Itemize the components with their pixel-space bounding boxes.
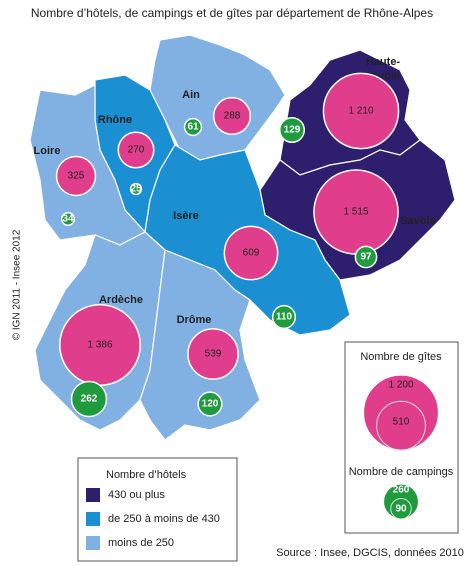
gites-bubble bbox=[223, 225, 279, 281]
gites-label: 325 bbox=[68, 171, 85, 182]
gites-label: 539 bbox=[205, 349, 222, 360]
campings-bubble bbox=[183, 117, 203, 137]
gites-label: 1 386 bbox=[87, 340, 112, 351]
gites-label: 288 bbox=[224, 111, 241, 122]
department-name: Haute- bbox=[366, 56, 401, 68]
copyright: © IGN 2011 - Insee 2012 bbox=[12, 229, 23, 340]
bubbles: Ain28861Rhône27025Loire32534Haute-savoie… bbox=[34, 56, 436, 418]
legend-swatch bbox=[86, 488, 100, 502]
legend-label: moins de 250 bbox=[108, 537, 174, 549]
gites-bubble bbox=[322, 72, 400, 150]
campings-legend-label: 260 bbox=[393, 485, 410, 496]
gites-bubble bbox=[187, 328, 239, 380]
campings-label: 97 bbox=[360, 252, 372, 263]
hotel-legend-title: Nombre d’hôtels bbox=[106, 469, 187, 481]
legend-swatch bbox=[86, 536, 100, 550]
campings-label: 34 bbox=[62, 214, 74, 225]
gites-label: 1 515 bbox=[343, 207, 368, 218]
gites-bubble bbox=[55, 155, 97, 197]
campings-bubble bbox=[271, 304, 297, 330]
gites-label: 1 210 bbox=[348, 106, 373, 117]
gites-bubble bbox=[212, 96, 252, 136]
gites-legend-label: 1 200 bbox=[388, 380, 413, 391]
campings-label: 61 bbox=[187, 122, 199, 133]
campings-legend-label: 90 bbox=[395, 504, 407, 515]
campings-bubble bbox=[354, 245, 378, 269]
gites-legend-title: Nombre de gîtes bbox=[360, 351, 442, 363]
gites-legend-circle bbox=[376, 400, 426, 451]
campings-bubble bbox=[197, 391, 223, 417]
hotel-legend-box bbox=[77, 457, 238, 562]
campings-bubble bbox=[278, 116, 306, 144]
map-title: Nombre d’hôtels, de campings et de gîtes… bbox=[31, 6, 433, 20]
campings-legend-title: Nombre de campings bbox=[349, 466, 454, 478]
campings-bubble bbox=[60, 211, 76, 227]
campings-bubble bbox=[70, 380, 108, 418]
campings-label: 129 bbox=[284, 125, 301, 136]
department-name: Ain bbox=[182, 89, 200, 101]
campings-label: 262 bbox=[81, 394, 98, 405]
campings-bubble bbox=[129, 182, 143, 196]
gites-label: 270 bbox=[128, 145, 145, 156]
gites-bubble bbox=[117, 131, 155, 169]
campings-label: 25 bbox=[130, 184, 142, 195]
legend-label: de 250 à moins de 430 bbox=[108, 513, 220, 525]
department-name: Rhône bbox=[98, 114, 132, 126]
gites-legend-label: 510 bbox=[393, 417, 410, 428]
department-name: Drôme bbox=[177, 314, 212, 326]
legend-swatch bbox=[86, 512, 100, 526]
source: Source : Insee, DGCIS, données 2010 bbox=[276, 547, 464, 559]
department-name: Savoie bbox=[400, 215, 435, 227]
department-name: Isère bbox=[173, 210, 199, 222]
campings-legend-circle bbox=[390, 498, 412, 520]
campings-label: 120 bbox=[202, 399, 219, 410]
legend-label: 430 ou plus bbox=[108, 489, 165, 501]
gites-label: 609 bbox=[243, 248, 260, 259]
department-name: Loire bbox=[34, 145, 61, 157]
department-name: Ardèche bbox=[99, 294, 143, 306]
campings-label: 110 bbox=[276, 312, 293, 323]
